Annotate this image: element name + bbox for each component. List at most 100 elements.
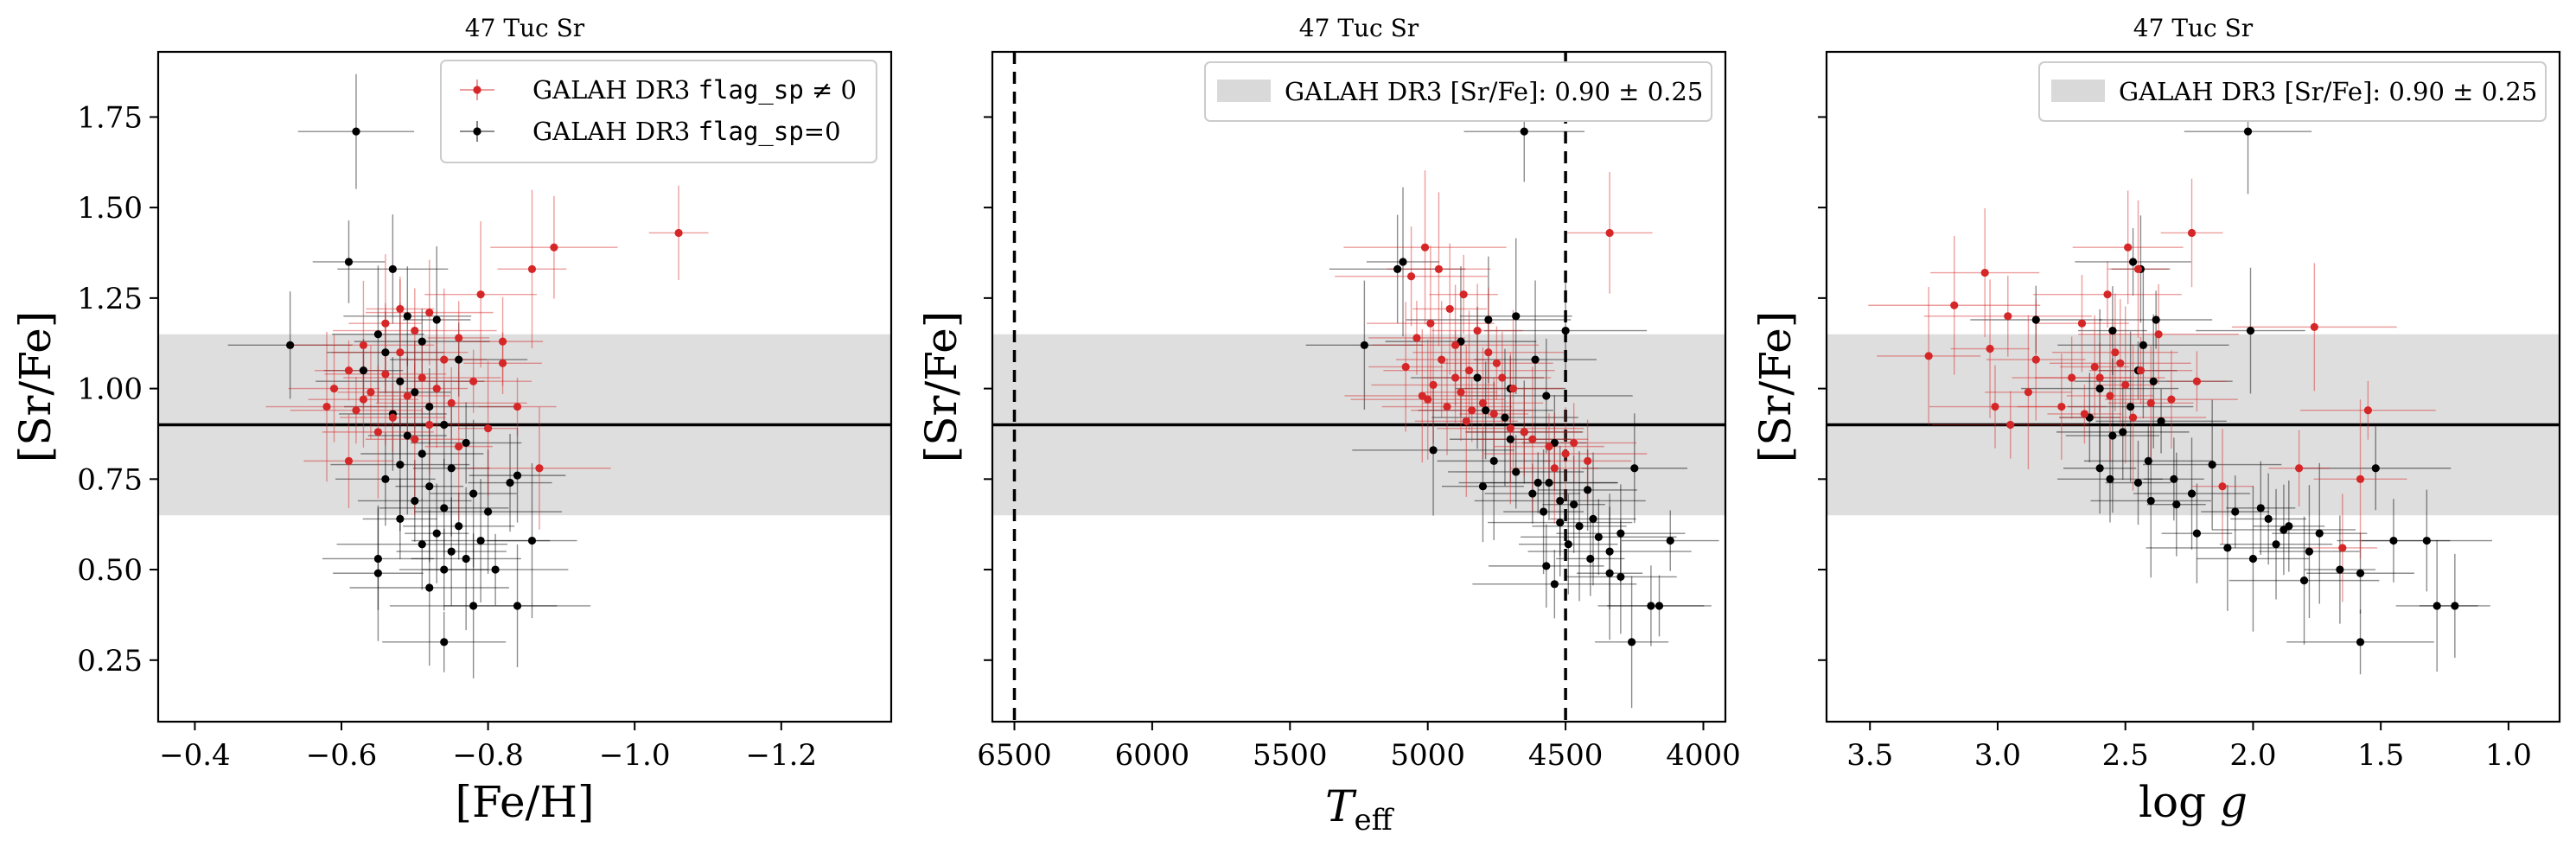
data-point (418, 337, 426, 346)
data-point (1528, 435, 1537, 443)
data-point (2136, 366, 2146, 375)
data-point (484, 424, 493, 433)
x-tick-label: 6000 (1115, 738, 1190, 773)
data-point (1438, 355, 1446, 364)
data-point (440, 638, 449, 646)
data-point (2272, 540, 2280, 549)
data-point (2080, 410, 2089, 418)
data-point (322, 402, 331, 411)
data-point (2295, 464, 2304, 473)
data-point (1666, 536, 1674, 545)
data-point (2208, 460, 2216, 469)
y-tick-label: 1.50 (77, 191, 143, 226)
data-point (1473, 326, 1482, 335)
data-point (2144, 456, 2152, 465)
x-tick-label: 4000 (1666, 738, 1741, 773)
data-point (2338, 544, 2347, 552)
data-point (2095, 464, 2104, 473)
x-tick-label: 3.0 (1974, 738, 2021, 773)
data-point (1489, 456, 1498, 465)
axes-frame (1825, 50, 2561, 723)
data-point (1451, 373, 1460, 382)
data-point (1528, 489, 1537, 498)
data-point (513, 471, 522, 480)
data-point (2356, 569, 2365, 577)
data-point (1401, 362, 1410, 372)
data-point (1489, 410, 1498, 418)
data-point (455, 355, 463, 364)
x-tick-label: −0.4 (159, 738, 231, 773)
x-tick-label: 3.5 (1846, 738, 1893, 773)
data-point (1451, 341, 1460, 349)
data-point (2139, 341, 2147, 349)
data-point (2103, 290, 2112, 299)
data-point (513, 402, 522, 411)
y-axis-label: [Sr/Fe] (10, 311, 61, 463)
y-tick-label: 1.75 (77, 100, 143, 135)
x-tick-label: 2.5 (2102, 738, 2149, 773)
y-axis-label: [Sr/Fe] (916, 311, 966, 463)
data-point (1575, 522, 1584, 531)
x-tick-label: 4500 (1528, 738, 1604, 773)
data-point (2433, 602, 2441, 610)
data-point (1484, 315, 1493, 324)
data-point (2264, 514, 2273, 524)
plot-area (158, 73, 891, 678)
legend-swatch (1217, 80, 1271, 102)
data-point (440, 420, 449, 430)
data-point (381, 474, 390, 483)
data-point (2187, 228, 2197, 238)
data-point (2192, 377, 2202, 385)
data-point (373, 428, 382, 436)
data-point (1564, 540, 1572, 549)
data-point (2146, 496, 2155, 506)
data-point (535, 464, 544, 473)
data-point (498, 337, 507, 346)
data-point (2170, 474, 2178, 483)
data-point (1991, 402, 1999, 411)
data-point (403, 431, 411, 440)
data-point (1986, 344, 1994, 353)
data-point (403, 392, 411, 400)
data-point (425, 583, 434, 592)
data-point (286, 341, 295, 349)
data-point (2004, 312, 2012, 321)
data-point (1501, 413, 1509, 422)
data-point (418, 540, 426, 549)
x-tick-label: −1.0 (599, 738, 671, 773)
data-point (396, 460, 405, 469)
data-point (1630, 464, 1639, 473)
data-point (1420, 243, 1430, 252)
data-point (1556, 518, 1565, 527)
data-point (476, 290, 485, 299)
data-point (2126, 402, 2135, 411)
data-point (2187, 489, 2197, 498)
data-point (2031, 355, 2040, 364)
y-tick-label: 1.00 (77, 373, 143, 407)
x-tick-label: 1.5 (2357, 738, 2404, 773)
data-point (1506, 424, 1514, 433)
data-point (2124, 243, 2133, 252)
data-point (462, 554, 470, 564)
data-point (381, 370, 390, 379)
data-point (388, 413, 397, 422)
data-point (1443, 402, 1451, 411)
data-point (2310, 322, 2318, 331)
data-point (373, 330, 382, 339)
data-point (1512, 468, 1521, 476)
data-point (418, 373, 426, 382)
legend-label-part: GALAH DR3 (532, 117, 698, 146)
data-point (1360, 341, 1368, 349)
data-point (550, 243, 558, 252)
data-point (373, 554, 382, 564)
data-point (1605, 547, 1614, 556)
y-axis-label: [Sr/Fe] (1750, 311, 1801, 463)
data-point (1542, 562, 1551, 570)
data-point (2167, 395, 2176, 404)
legend-box (440, 60, 877, 163)
panel-1: −0.4 −0.6 −0.8 −1.0 −1.2 0.25 0.50 0.75 1.00 1.25… (10, 14, 893, 827)
data-point (2231, 507, 2240, 516)
legend-swatch (2051, 80, 2105, 102)
data-point (1924, 352, 1933, 360)
